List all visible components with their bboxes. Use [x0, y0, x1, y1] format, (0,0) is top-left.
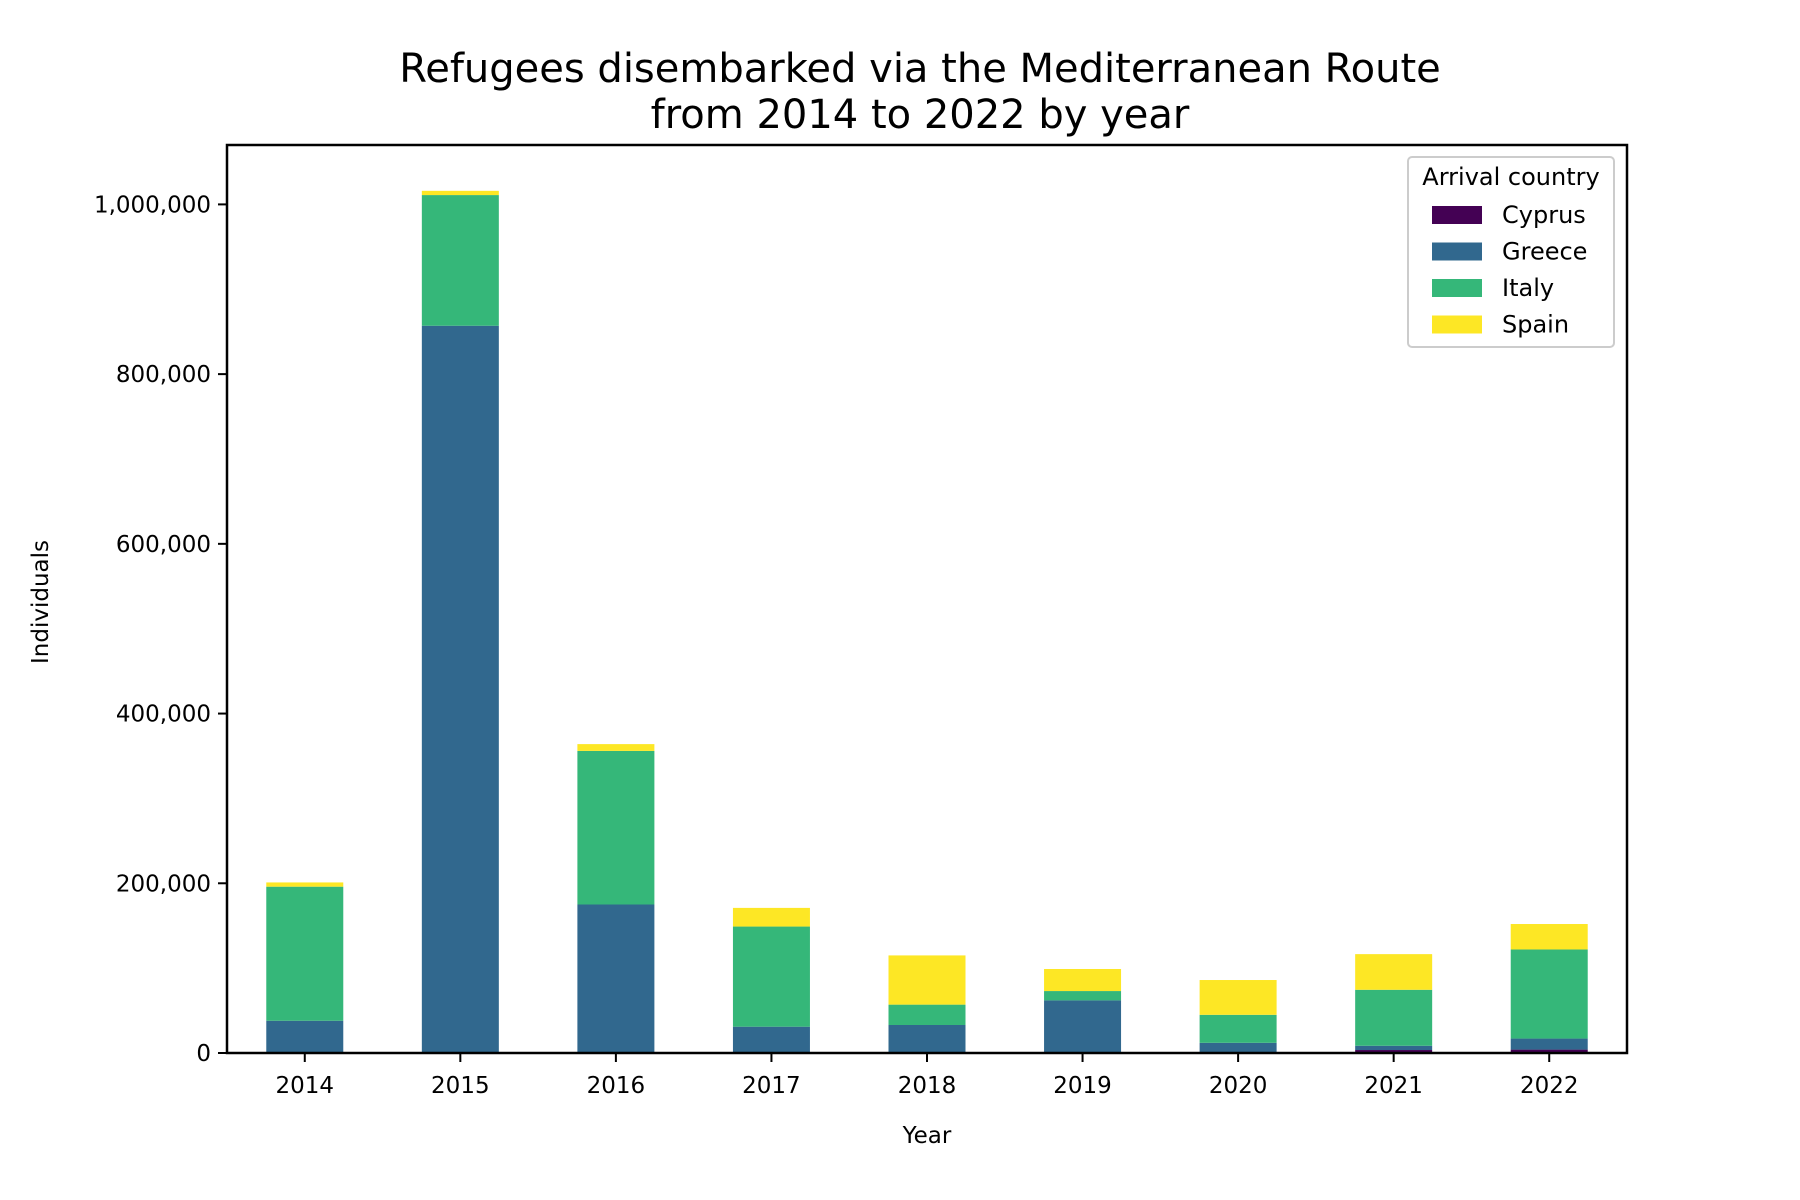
bar-spain-2016: [577, 744, 655, 751]
legend-label-italy: Italy: [1502, 274, 1554, 302]
y-tick-label: 0: [196, 1041, 211, 1067]
legend-swatch-italy: [1432, 279, 1482, 297]
chart-title-line-2: from 2014 to 2022 by year: [651, 92, 1190, 138]
x-tick-label: 2021: [1364, 1073, 1423, 1099]
x-axis-label: Year: [902, 1123, 952, 1149]
x-tick-label: 2014: [276, 1073, 335, 1099]
bar-spain-2020: [1199, 980, 1277, 1015]
y-tick-label: 800,000: [116, 362, 211, 388]
y-tick-label: 1,000,000: [94, 192, 211, 218]
x-tick-label: 2016: [587, 1073, 646, 1099]
x-tick-label: 2022: [1520, 1073, 1579, 1099]
bar-italy-2020: [1199, 1014, 1277, 1043]
y-axis-label: Individuals: [28, 540, 54, 664]
x-tick-label: 2019: [1053, 1073, 1112, 1099]
y-tick-label: 600,000: [116, 532, 211, 558]
legend-label-spain: Spain: [1502, 311, 1569, 339]
bar-greece-2022: [1510, 1038, 1588, 1050]
bar-italy-2019: [1044, 991, 1122, 1001]
bar-greece-2015: [421, 325, 499, 1053]
bar-greece-2017: [732, 1026, 810, 1053]
bar-italy-2022: [1510, 949, 1588, 1039]
bar-spain-2022: [1510, 924, 1588, 950]
legend-label-cyprus: Cyprus: [1502, 201, 1586, 229]
bar-italy-2016: [577, 750, 655, 905]
legend-swatch-cyprus: [1432, 206, 1482, 224]
bar-greece-2021: [1355, 1045, 1433, 1051]
bar-spain-2014: [266, 882, 344, 887]
bar-italy-2014: [266, 886, 344, 1021]
legend-frame: [1407, 156, 1615, 348]
legend-label-greece: Greece: [1502, 238, 1587, 266]
bar-italy-2015: [421, 195, 499, 326]
bar-spain-2018: [888, 955, 966, 1005]
x-axis: 2014 2015 2016 2017 2018 2019 2020 2021 2022: [276, 1053, 1579, 1099]
legend-title: Arrival country: [1422, 163, 1599, 191]
bars-layer: [266, 190, 1588, 1053]
bar-italy-2021: [1355, 989, 1433, 1046]
bar-greece-2020: [1199, 1042, 1277, 1053]
x-tick-label: 2017: [742, 1073, 801, 1099]
y-tick-label: 200,000: [116, 871, 211, 897]
bar-greece-2019: [1044, 1000, 1122, 1053]
legend-swatch-spain: [1432, 315, 1482, 334]
bar-greece-2016: [577, 904, 655, 1053]
bar-spain-2015: [421, 190, 499, 196]
bar-greece-2018: [888, 1024, 966, 1053]
bar-cyprus-2021: [1355, 1050, 1433, 1053]
y-axis: 0 200,000 400,000 600,000 800,000 1,000,000: [94, 192, 227, 1067]
x-tick-label: 2018: [898, 1073, 957, 1099]
bar-spain-2019: [1044, 968, 1122, 992]
bar-cyprus-2022: [1510, 1049, 1588, 1053]
bar-italy-2018: [888, 1004, 966, 1025]
x-tick-label: 2020: [1209, 1073, 1268, 1099]
bar-greece-2014: [266, 1020, 344, 1053]
legend-swatch-greece: [1432, 242, 1482, 261]
bar-spain-2017: [732, 907, 810, 927]
legend-items: Cyprus Greece Italy Spain: [1432, 201, 1587, 339]
x-tick-label: 2015: [431, 1073, 490, 1099]
y-tick-label: 400,000: [116, 702, 211, 728]
legend: Arrival country Cyprus Greece Italy Spain: [1407, 156, 1615, 348]
chart-title-line-1: Refugees disembarked via the Mediterrane…: [399, 46, 1441, 92]
bar-italy-2017: [732, 926, 810, 1027]
bar-spain-2021: [1355, 954, 1433, 990]
